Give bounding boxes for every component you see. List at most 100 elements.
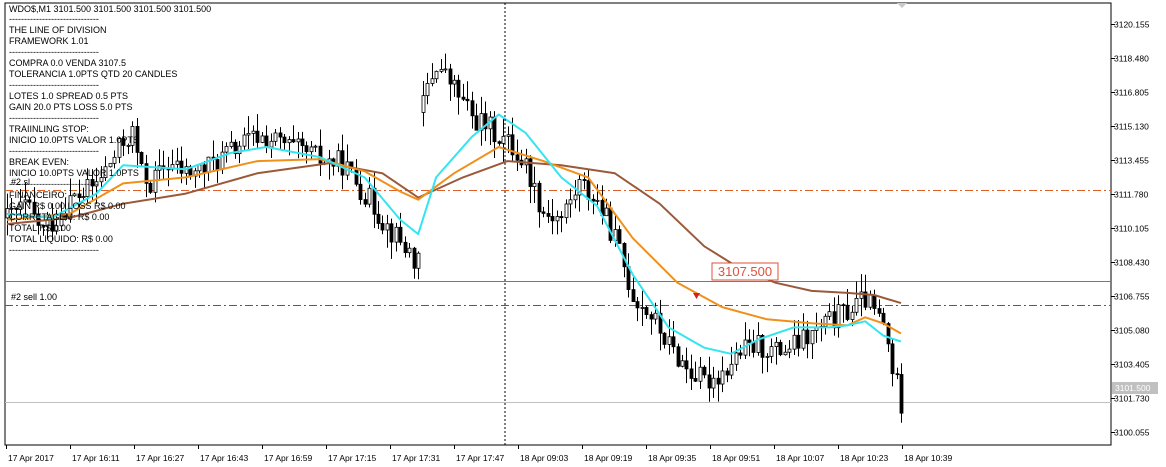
candle-body <box>877 308 882 314</box>
candle-body <box>890 343 895 375</box>
time-tick-label: 18 Apr 10:23 <box>840 453 888 463</box>
candle-body <box>246 132 251 136</box>
overlay-layer: WDO$,M1 3101.500 3101.500 3101.500 3101.… <box>9 4 1158 394</box>
candle-body <box>144 163 149 184</box>
time-tick-label: 18 Apr 09:19 <box>584 453 632 463</box>
candles-layer <box>5 53 904 423</box>
candle-body <box>778 341 783 356</box>
candle-body <box>577 179 582 196</box>
candle-body <box>456 79 461 98</box>
candle-body <box>372 187 377 215</box>
candle-body <box>112 156 117 164</box>
candle-body <box>827 311 832 317</box>
time-tick-label: 18 Apr 10:07 <box>776 453 824 463</box>
candle-body <box>23 199 28 203</box>
candle-body <box>689 368 694 379</box>
symbol-header: WDO$,M1 3101.500 3101.500 3101.500 3101.… <box>9 4 211 14</box>
candle-body <box>863 291 868 308</box>
candle-body <box>108 162 113 168</box>
candle-body <box>591 198 596 202</box>
candle-body <box>130 125 135 146</box>
time-axis[interactable]: 17 Apr 2017 17 Apr 16:11 17 Apr 16:27 17 Ap… <box>6 445 953 463</box>
candle-body <box>251 130 256 134</box>
candle-body <box>273 132 278 142</box>
price-tick-label: 3106.755 <box>1114 292 1150 302</box>
info-panel-line: TOTAL LIQUIDO: R$ 0.00 <box>9 234 113 244</box>
candle-body <box>443 68 448 71</box>
candle-body <box>309 146 314 153</box>
candle-body <box>126 144 131 147</box>
candle-body <box>725 370 730 376</box>
candle-body <box>461 96 466 100</box>
time-tick-label: 17 Apr 16:43 <box>200 453 248 463</box>
candle-body <box>394 226 399 243</box>
time-tick-label: 17 Apr 2017 <box>8 453 54 463</box>
candle-body <box>541 211 546 214</box>
price-tick-label: 3105.080 <box>1114 326 1150 336</box>
price-axis[interactable]: 3120.155 3118.480 3116.805 3115.130 3113.455… <box>1111 20 1150 438</box>
candle-body <box>506 134 511 137</box>
candle-body <box>676 346 681 367</box>
candle-body <box>215 159 220 170</box>
candle-body <box>738 352 743 356</box>
candle-body <box>707 374 712 389</box>
ma-fast-line <box>6 113 902 355</box>
candle-body <box>729 363 734 376</box>
candle-body <box>532 182 537 187</box>
info-panel-line: ------------------------------ <box>9 14 99 24</box>
time-tick-label: 17 Apr 17:31 <box>392 453 440 463</box>
candle-body <box>854 297 859 313</box>
candle-body <box>439 69 444 72</box>
candle-body <box>85 179 90 197</box>
candle-body <box>260 135 265 143</box>
candle-body <box>398 226 403 243</box>
candle-body <box>237 145 242 155</box>
candle-body <box>492 116 497 143</box>
current-price-tag-bg <box>1112 382 1158 394</box>
candle-body <box>27 199 32 203</box>
time-tick-label: 17 Apr 16:11 <box>72 453 120 463</box>
candle-body <box>206 156 211 173</box>
candle-body <box>9 207 14 210</box>
info-panel-line: COMPRA 0.0 VENDA 3107.5 <box>9 58 126 68</box>
time-tick-label: 17 Apr 17:47 <box>456 453 504 463</box>
candle-body <box>550 216 555 222</box>
candle-body <box>389 223 394 243</box>
candle-body <box>845 304 850 320</box>
candle-body <box>363 199 368 205</box>
candle-body <box>841 304 846 307</box>
candle-body <box>434 70 439 80</box>
candle-body <box>528 158 533 187</box>
candle-body <box>631 289 636 302</box>
price-box[interactable]: 3107.500 <box>711 262 779 281</box>
candle-body <box>859 291 864 299</box>
ma-mid-line <box>6 146 902 335</box>
candle-body <box>282 136 287 144</box>
price-tick-label: 3101.730 <box>1114 394 1150 404</box>
candle-body <box>751 342 756 353</box>
sell-arrow-icon <box>693 293 700 299</box>
candle-body <box>430 78 435 84</box>
price-tick-label: 3100.055 <box>1114 428 1150 438</box>
candle-body <box>760 335 765 358</box>
candle-body <box>202 164 207 173</box>
candle-body <box>452 79 457 85</box>
candle-body <box>287 139 292 144</box>
current-price-tag-label: 3101.500 <box>1115 383 1151 393</box>
candle-body <box>90 179 95 187</box>
candle-body <box>734 352 739 365</box>
candle-body <box>18 201 23 210</box>
chart-shift-marker[interactable] <box>897 3 907 8</box>
candle-body <box>805 329 810 345</box>
candle-body <box>59 215 64 227</box>
candle-body <box>465 98 470 102</box>
info-panel-line: ------------------------------ <box>9 47 99 57</box>
price-tick-label: 3103.405 <box>1114 360 1150 370</box>
candle-body <box>573 194 578 201</box>
candle-body <box>899 374 904 414</box>
info-panel-line: FRAMEWORK 1.01 <box>9 36 89 46</box>
candle-body <box>474 115 479 131</box>
info-panel-line: BREAK EVEN: <box>9 157 69 167</box>
